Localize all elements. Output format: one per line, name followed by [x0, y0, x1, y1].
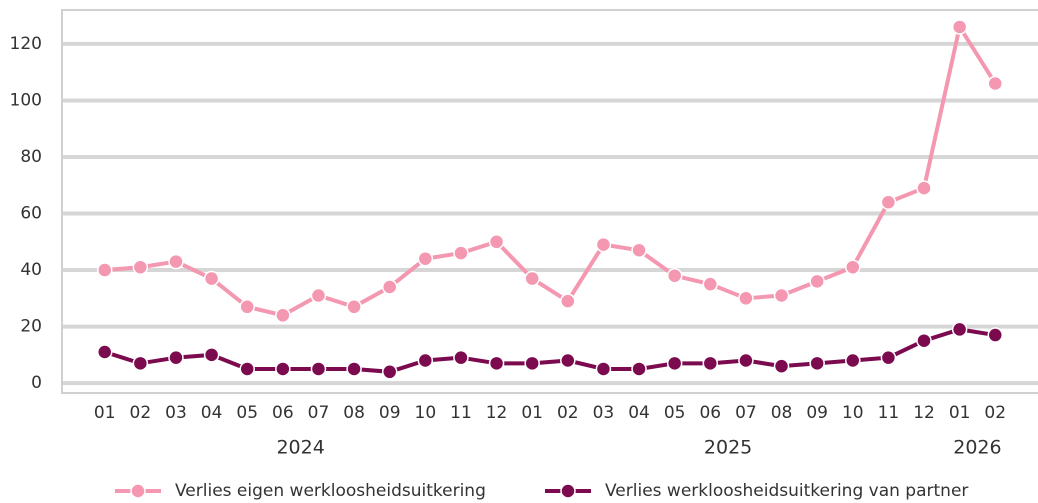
data-point: [310, 287, 327, 304]
data-point: [631, 242, 647, 259]
x-tick-label: 12: [913, 403, 935, 423]
data-point: [417, 250, 434, 267]
data-point: [916, 180, 932, 196]
plot-frame: [61, 9, 1038, 394]
data-point: [96, 344, 113, 360]
data-point: [346, 361, 362, 377]
data-point: [346, 299, 362, 315]
x-group-label: 2025: [704, 437, 752, 459]
data-point: [702, 355, 719, 372]
x-tick-label: 12: [486, 403, 508, 423]
x-tick-label: 01: [94, 403, 116, 423]
legend-marker: [560, 483, 576, 499]
x-tick-label: 02: [984, 403, 1006, 423]
x-tick-label: 03: [593, 403, 615, 423]
data-point: [560, 352, 576, 369]
data-point: [488, 234, 505, 250]
x-tick-label: 03: [165, 403, 187, 423]
x-tick-label: 10: [415, 403, 437, 423]
x-tick-label: 02: [557, 403, 579, 423]
x-tick-label: 09: [806, 403, 828, 423]
legend-label: Verlies eigen werkloosheidsuitkering: [175, 481, 486, 501]
x-tick-label: 10: [842, 403, 864, 423]
data-point: [132, 355, 149, 372]
x-tick-label: 09: [379, 403, 401, 423]
x-group-label: 2026: [953, 437, 1001, 459]
series-line: [104, 327, 996, 374]
data-point: [987, 75, 1004, 92]
x-tick-label: 01: [521, 403, 543, 423]
legend-label: Verlies werkloosheidsuitkering van partn…: [605, 481, 968, 501]
data-point: [880, 349, 897, 366]
x-tick-label: 06: [699, 403, 721, 423]
data-point: [524, 355, 540, 372]
data-point: [595, 236, 612, 253]
data-point: [239, 361, 255, 377]
x-tick-label: 07: [735, 403, 757, 423]
data-point: [453, 245, 469, 261]
x-tick-label: 07: [308, 403, 330, 423]
data-point: [666, 355, 683, 372]
data-point: [275, 307, 291, 324]
data-point: [916, 332, 932, 349]
data-point: [951, 19, 968, 35]
y-tick-label: 60: [20, 204, 42, 224]
data-point: [132, 259, 149, 275]
data-point: [951, 321, 968, 338]
data-point: [275, 361, 291, 377]
data-point: [809, 355, 825, 372]
y-tick-label: 0: [31, 373, 42, 393]
data-point: [417, 352, 434, 369]
data-point: [845, 352, 861, 369]
data-point: [168, 253, 184, 270]
x-tick-label: 05: [664, 403, 686, 423]
data-point: [381, 279, 398, 295]
data-point: [666, 267, 683, 284]
x-tick-label: 04: [628, 403, 650, 423]
y-tick-label: 120: [10, 34, 42, 54]
data-point: [773, 358, 790, 374]
x-tick-label: 02: [130, 403, 152, 423]
x-tick-label: 06: [272, 403, 294, 423]
legend-marker: [130, 483, 146, 499]
x-tick-label: 11: [878, 403, 900, 423]
data-point: [773, 287, 790, 304]
data-point: [453, 349, 469, 366]
data-point: [738, 352, 754, 369]
y-tick-label: 40: [20, 260, 42, 280]
x-group-label: 2024: [276, 437, 324, 459]
data-point: [524, 270, 540, 287]
data-point: [560, 293, 576, 309]
data-point: [809, 273, 825, 290]
data-point: [381, 364, 398, 380]
data-point: [310, 361, 327, 377]
data-point: [738, 290, 754, 307]
x-tick-label: 08: [343, 403, 365, 423]
x-tick-label: 11: [450, 403, 472, 423]
y-tick-label: 80: [20, 147, 42, 167]
y-tick-label: 20: [20, 317, 42, 337]
data-point: [987, 327, 1004, 343]
x-tick-label: 05: [236, 403, 258, 423]
data-point: [631, 361, 647, 377]
data-point: [702, 276, 719, 292]
data-point: [96, 262, 113, 278]
x-tick-label: 08: [771, 403, 793, 423]
data-point: [880, 194, 897, 210]
y-tick-label: 100: [10, 90, 42, 110]
x-tick-label: 01: [949, 403, 971, 423]
data-point: [168, 349, 184, 366]
x-tick-label: 04: [201, 403, 223, 423]
data-point: [845, 259, 861, 275]
data-point: [203, 347, 220, 363]
data-point: [488, 355, 505, 372]
data-point: [239, 299, 255, 315]
data-point: [595, 361, 612, 377]
data-point: [203, 270, 220, 287]
